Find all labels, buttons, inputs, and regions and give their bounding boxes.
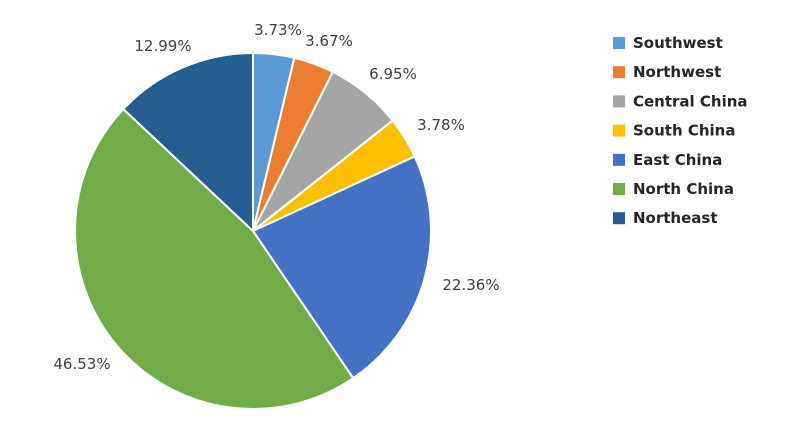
legend-swatch-northeast [613,212,625,225]
legend-swatch-north-china [613,183,625,195]
legend-swatch-northwest [613,66,625,79]
legend-label-north-china: North China [633,180,734,198]
legend-label-east-china: East China [633,151,722,169]
data-label-northwest: 3.67% [305,32,353,50]
legend-label-central-china: Central China [633,92,748,110]
legend-swatch-central-china [613,95,625,108]
pie-slices [74,51,432,410]
pie-slice-east-china [251,155,432,380]
legend-label-northwest: Northwest [633,63,721,81]
data-label-northeast: 12.99% [134,37,191,55]
data-label-east-china: 22.36% [442,276,499,294]
pie-slice-north-china [74,107,355,410]
data-label-southwest: 3.73% [254,21,302,39]
data-labels: 3.73%3.67% 6.95% 3.78% 22.36% 46.53% 12.99% [53,21,499,373]
legend-swatch-east-china [613,153,625,166]
data-label-south-china: 3.78% [417,116,465,134]
data-label-central-china: 6.95% [369,65,417,83]
legend: Southwest Northwest Central China South Chi… [613,34,748,227]
legend-label-northeast: Northeast [633,209,718,227]
legend-label-southwest: Southwest [633,34,723,52]
legend-swatch-south-china [613,124,625,137]
legend-swatch-southwest [613,37,625,49]
legend-label-south-china: South China [633,122,736,140]
data-label-north-china: 46.53% [53,355,110,373]
pie-slice-northeast [121,51,254,234]
